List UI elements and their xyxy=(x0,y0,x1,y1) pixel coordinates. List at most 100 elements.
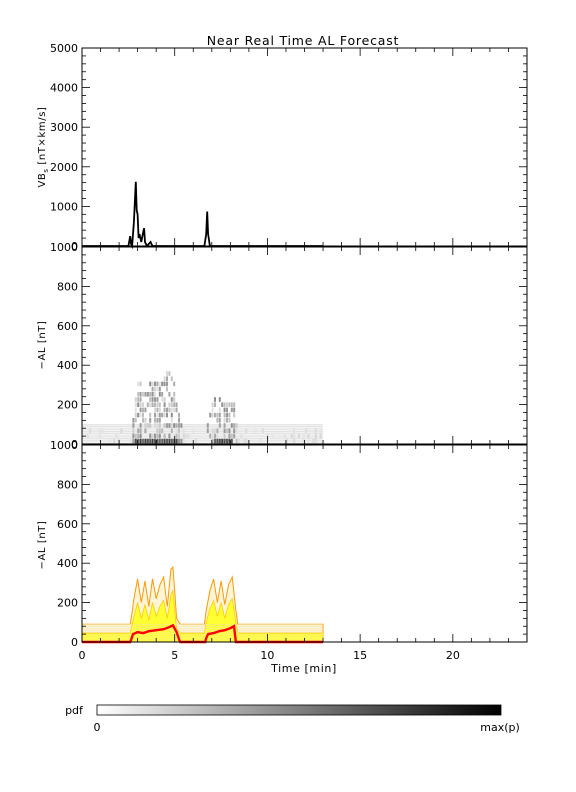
pdf-cell xyxy=(108,438,111,444)
pdf-cell xyxy=(175,438,178,444)
pdf-cell xyxy=(137,412,140,418)
pdf-cell xyxy=(230,402,233,407)
pdf-cell xyxy=(211,402,214,407)
pdf-cell xyxy=(163,397,166,402)
pdf-cell xyxy=(226,402,228,407)
pdf-cell xyxy=(290,433,293,439)
pdf-cell xyxy=(214,412,216,418)
pdf-cell xyxy=(168,392,171,397)
pdf-cell xyxy=(233,428,236,433)
pdf-cell xyxy=(161,381,164,387)
pdf-cell xyxy=(89,428,92,433)
pdf-cell xyxy=(211,412,214,418)
x-tick-label: 5 xyxy=(171,649,178,662)
pdf-cell xyxy=(214,402,216,407)
pdf-cell xyxy=(223,418,226,423)
pdf-cell xyxy=(146,438,149,444)
pdf-cell xyxy=(223,423,226,428)
pdf-cell xyxy=(137,428,140,433)
pdf-cell xyxy=(226,418,228,423)
pdf-cell xyxy=(206,428,209,433)
pdf-cell xyxy=(170,418,173,423)
pdf-cell xyxy=(170,423,173,428)
pdf-cell xyxy=(209,412,212,418)
y-tick-label: 800 xyxy=(57,478,78,491)
panel-al-pdf-frame xyxy=(81,246,528,445)
colorbar-gradient xyxy=(96,704,502,716)
pdf-cell xyxy=(226,428,228,433)
pdf-cell xyxy=(185,433,188,439)
pdf-cell xyxy=(132,418,135,423)
pdf-cell xyxy=(178,423,180,428)
vbs-x-ticks xyxy=(81,48,528,246)
pdf-cell xyxy=(146,402,149,407)
y-tick-label: 2000 xyxy=(50,161,78,174)
pdf-cell xyxy=(233,407,236,413)
x-tick-label: 10 xyxy=(260,649,274,662)
pdf-cell xyxy=(139,428,142,433)
pdf-cell xyxy=(149,397,152,402)
pdf-cell xyxy=(158,407,161,413)
median-line xyxy=(82,623,323,644)
pdf-cell xyxy=(120,428,123,433)
pdf-cell xyxy=(163,402,166,407)
pdf-cell xyxy=(156,397,159,402)
pdf-cell xyxy=(218,418,221,423)
pdf-cell xyxy=(151,381,154,387)
y-tick-label: 0 xyxy=(71,636,78,649)
pdf-cell xyxy=(259,438,262,444)
pdf-cell xyxy=(216,433,219,439)
al-pdf-y-ticks: 0 200 400 600 800 1000 xyxy=(50,241,527,451)
y-tick-label: 0 xyxy=(71,240,78,253)
pdf-cell xyxy=(154,418,156,423)
pdf-cell xyxy=(173,381,176,387)
pdf-cell xyxy=(319,433,322,439)
vbs-series-layer xyxy=(82,181,323,250)
pdf-cell xyxy=(158,402,161,407)
pdf-cell xyxy=(142,402,144,407)
pdf-cell xyxy=(151,392,154,397)
pdf-cell xyxy=(307,438,310,444)
pdf-cell xyxy=(154,386,156,392)
pdf-cell xyxy=(134,438,137,444)
pdf-cell xyxy=(228,438,231,444)
pdf-cell xyxy=(228,412,231,418)
pdf-cell xyxy=(144,423,147,428)
pdf-cell xyxy=(293,438,296,444)
pdf-cell xyxy=(211,407,214,413)
pdf-cell xyxy=(178,433,180,439)
pdf-cell xyxy=(156,412,159,418)
pdf-cell xyxy=(226,412,228,418)
pdf-cell xyxy=(139,402,142,407)
pdf-cell xyxy=(233,412,236,418)
pdf-cell xyxy=(139,407,142,413)
pdf-cell xyxy=(262,428,264,433)
pdf-cell xyxy=(223,407,226,413)
pdf-cell xyxy=(223,412,226,418)
chart-title: Near Real Time AL Forecast xyxy=(207,33,399,48)
pdf-cell xyxy=(146,392,149,397)
pdf-cell xyxy=(170,397,173,402)
x-tick-label: 20 xyxy=(446,649,460,662)
pdf-cell xyxy=(161,412,164,418)
y-tick-label: 5000 xyxy=(50,42,78,55)
al-forecast-y-axis-label: −AL [nT] xyxy=(37,520,48,569)
pdf-cell xyxy=(156,438,159,444)
pdf-cell xyxy=(158,392,161,397)
inner-band-area xyxy=(81,589,324,643)
pdf-cell xyxy=(194,438,197,444)
pdf-cell xyxy=(271,433,274,439)
pdf-cell xyxy=(314,438,317,444)
pdf-cell xyxy=(173,392,176,397)
pdf-cell xyxy=(314,433,317,439)
pdf-cell xyxy=(142,392,144,397)
pdf-cell xyxy=(218,397,221,402)
pdf-cell xyxy=(168,438,171,444)
pdf-cell xyxy=(319,428,322,433)
pdf-cell xyxy=(286,438,288,444)
pdf-cell xyxy=(266,433,269,439)
pdf-cell xyxy=(154,402,156,407)
pdf-cell xyxy=(211,438,214,444)
y-tick-label: 600 xyxy=(57,320,78,333)
